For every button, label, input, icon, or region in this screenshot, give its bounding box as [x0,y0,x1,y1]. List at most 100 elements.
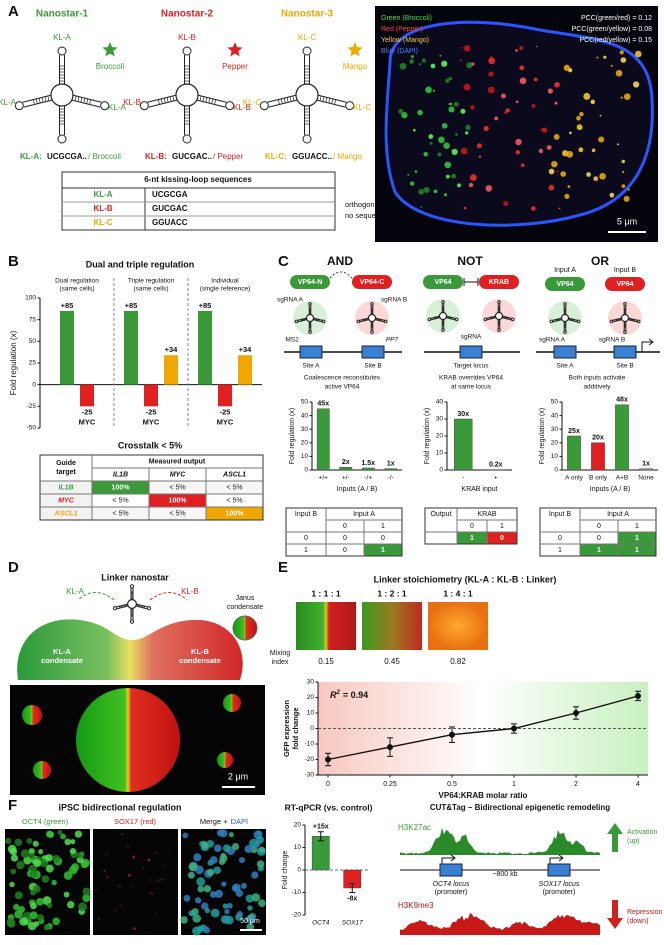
value-label: 20x [592,435,604,442]
cell-spot [226,902,233,909]
cell-spot [558,207,561,210]
cell-spot [421,58,426,63]
table-cell [206,481,263,494]
label: Guide [56,460,76,467]
cell-spot [224,908,230,915]
cell-spot [10,854,19,862]
y-tick-label: 0 [32,381,36,388]
label: 1 [635,523,639,530]
cell-spot [548,168,555,175]
cell-spot [9,881,15,888]
cell-spot [42,896,52,905]
value-label: 25x [568,428,580,435]
cell-spot [151,892,154,895]
y-tick-label: 0 [554,467,558,474]
bar [311,836,330,871]
label: 100% [169,497,188,504]
annotation-symbol: R [330,690,337,700]
label: Site B [616,363,633,370]
label: KL-B [233,103,251,112]
y-tick-label: 100 [25,295,36,302]
label: Input B [549,511,572,518]
x-tick-label: 0.25 [383,781,397,788]
panel-label: B [8,253,19,270]
nanostar-title: Nanostar-1 [36,9,89,20]
x-tick-label: None [638,475,654,482]
label: H3K9me3 [398,901,434,910]
rung [83,98,86,104]
label: 1 : 1 : 1 [311,588,341,598]
cell-spot [160,878,163,881]
label: 1 [381,523,385,530]
y-tick-label: 50 [29,338,37,345]
kissing-loop [302,46,312,56]
arm [198,94,227,103]
label: KL-A [53,33,71,42]
cell-spot [556,170,559,173]
cell-spot [476,143,482,149]
label: sgRNA A [539,337,566,344]
bar [567,435,581,471]
arm [502,317,512,321]
cell-spot [14,838,23,847]
label: IL1B [113,471,128,478]
label: 0 [343,523,347,530]
cell-spot [533,77,538,82]
cell-spot [441,122,448,129]
y-axis-label: Fold regulation (x) [9,330,18,395]
cell-spot [453,101,459,107]
label: 0 [470,523,474,530]
kissing-loop [345,101,355,111]
label: < 5% [169,484,185,491]
label: KRAB [477,511,496,518]
kissing-loop [623,330,627,334]
cell-spot [66,900,75,909]
cell-spot [74,830,83,838]
cell-spot [420,205,423,208]
arrow [77,592,115,601]
rung [89,99,92,105]
label: H3K27ac [398,823,431,832]
y-tick-label: -10 [305,741,315,748]
cell-spot [193,853,202,862]
tss-arrow [441,854,456,864]
label: SOX17 (red) [114,817,157,826]
kissing-loop [100,101,110,111]
cell-spot [30,902,37,910]
label: sgRNA B [381,297,407,304]
label: Measured output [149,458,206,465]
cell-spot [118,884,121,887]
rung [74,95,77,101]
arm [430,315,440,319]
label: 5 μm [617,216,637,226]
y-tick-label: -20 [292,912,302,919]
x-tick-label: -/- [388,475,394,482]
bar [339,467,353,471]
cell-spot [46,902,53,909]
y-tick-label: 0 [297,867,301,874]
rung [86,98,89,104]
label: OCT4 (green) [22,817,69,826]
kissing-loop [549,319,554,324]
channel-label: Merge + DAPI [200,817,248,826]
effector [352,275,392,289]
cell-spot [210,908,220,918]
cell-spot [247,914,254,920]
cell-spot [470,174,477,181]
cell-spot [554,81,560,88]
bar [218,384,232,407]
label: VP64 [434,279,451,286]
label: KL-B: [145,152,167,161]
label: sgRNA B [599,337,625,344]
label: target [56,469,76,476]
bar [60,311,74,385]
arm [612,317,622,321]
rung [331,98,334,104]
cell-spot [209,856,218,864]
cell-spot [546,145,552,150]
arm [71,99,101,108]
cell-spot [258,846,266,853]
cell-spot [465,124,471,131]
table-border [39,454,264,521]
cell-spot [52,917,61,926]
